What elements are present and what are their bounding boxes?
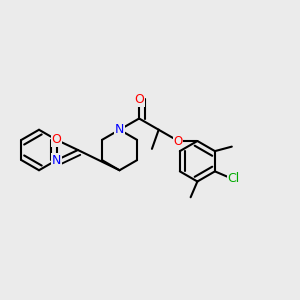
Text: O: O <box>134 93 144 106</box>
Text: O: O <box>174 134 183 148</box>
Text: N: N <box>115 123 124 136</box>
Text: O: O <box>52 134 61 146</box>
Text: Cl: Cl <box>227 172 240 184</box>
Text: N: N <box>52 154 61 166</box>
